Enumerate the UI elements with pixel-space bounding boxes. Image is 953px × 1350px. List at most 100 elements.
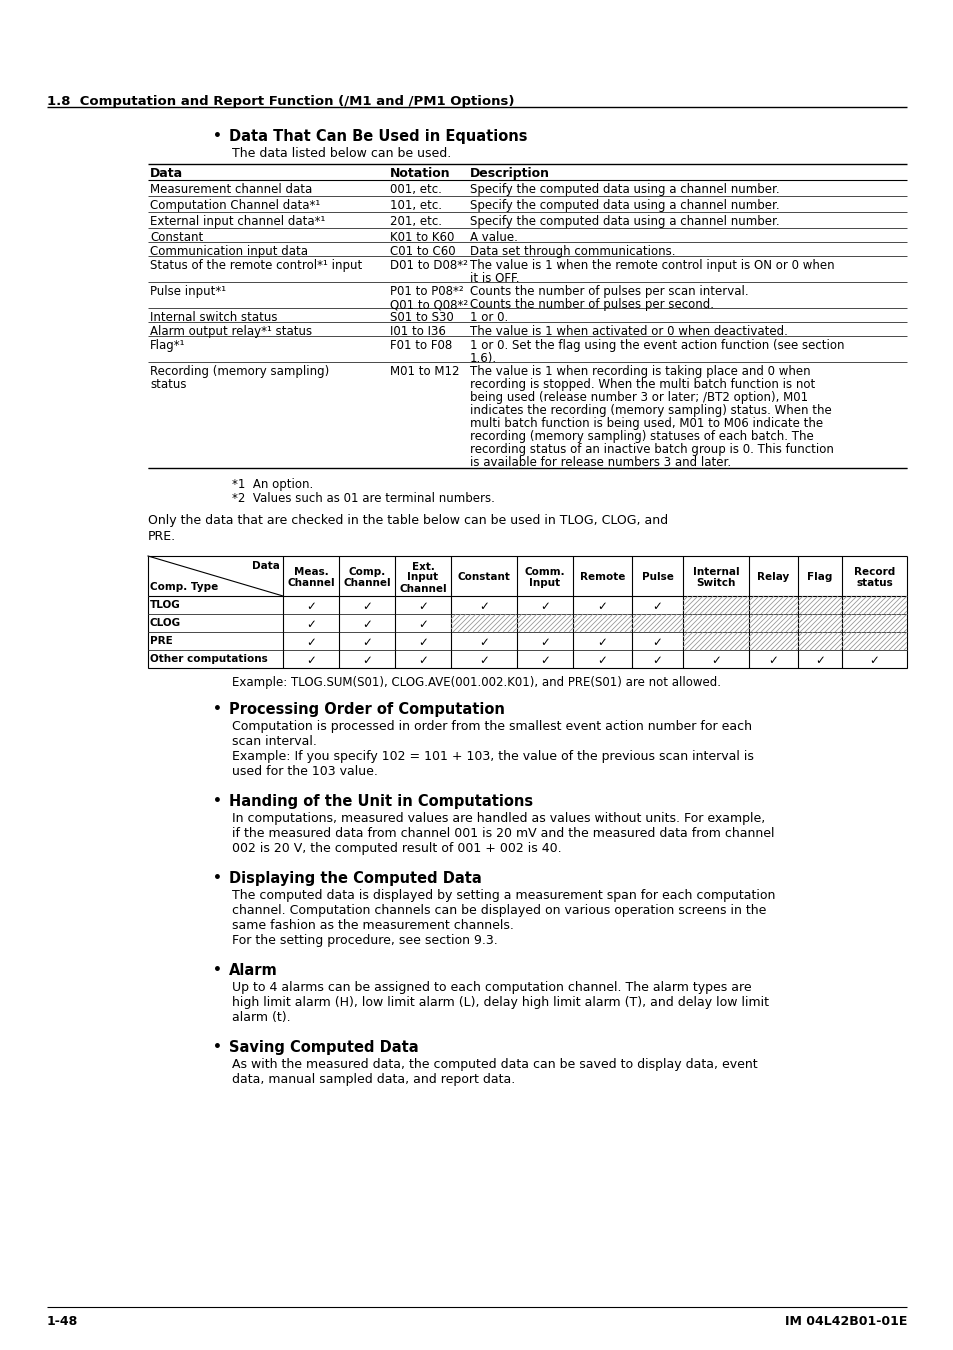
Text: Data set through communications.: Data set through communications. [470,244,675,258]
Text: is available for release numbers 3 and later.: is available for release numbers 3 and l… [470,456,730,468]
Text: Data: Data [150,167,183,180]
Text: ✓: ✓ [478,653,489,667]
Text: 1.6).: 1.6). [470,352,497,365]
Text: Data: Data [252,562,280,571]
Text: Recording (memory sampling): Recording (memory sampling) [150,364,329,378]
Text: ✓: ✓ [306,599,315,613]
Text: Data That Can Be Used in Equations: Data That Can Be Used in Equations [229,130,527,144]
Text: ✓: ✓ [417,599,428,613]
Text: ✓: ✓ [652,636,661,649]
Text: Comp.: Comp. [348,567,385,576]
Text: F01 to F08: F01 to F08 [390,339,452,352]
Text: ✓: ✓ [478,599,489,613]
Text: Constant: Constant [457,572,510,582]
Text: 001, etc.: 001, etc. [390,184,441,196]
Text: *1  An option.: *1 An option. [232,478,313,491]
Text: I01 to I36: I01 to I36 [390,325,445,338]
Text: ✓: ✓ [417,653,428,667]
Text: ✓: ✓ [539,653,549,667]
Text: Internal switch status: Internal switch status [150,310,277,324]
Text: scan interval.: scan interval. [232,734,316,748]
Text: Pulse input*¹: Pulse input*¹ [150,285,226,298]
Text: Switch: Switch [696,578,735,589]
Text: ✓: ✓ [539,636,549,649]
Text: channel. Computation channels can be displayed on various operation screens in t: channel. Computation channels can be dis… [232,904,765,917]
Text: Example: TLOG.SUM(S01), CLOG.AVE(001.002.K01), and PRE(S01) are not allowed.: Example: TLOG.SUM(S01), CLOG.AVE(001.002… [232,676,720,688]
Text: Specify the computed data using a channel number.: Specify the computed data using a channe… [470,215,779,228]
Text: S01 to S30: S01 to S30 [390,310,454,324]
Text: ✓: ✓ [362,618,372,630]
Text: Notation: Notation [390,167,450,180]
Text: Other computations: Other computations [150,653,268,664]
Text: ✓: ✓ [362,636,372,649]
Text: ✓: ✓ [306,618,315,630]
Text: ✓: ✓ [652,653,661,667]
Text: Only the data that are checked in the table below can be used in TLOG, CLOG, and: Only the data that are checked in the ta… [148,514,667,526]
Text: •: • [213,130,222,143]
Text: •: • [213,963,222,977]
Text: Remote: Remote [579,572,624,582]
Text: Computation is processed in order from the smallest event action number for each: Computation is processed in order from t… [232,720,751,733]
Text: Description: Description [470,167,550,180]
Text: recording is stopped. When the multi batch function is not: recording is stopped. When the multi bat… [470,378,815,392]
Text: Internal: Internal [692,567,739,576]
Text: 1.8  Computation and Report Function (/M1 and /PM1 Options): 1.8 Computation and Report Function (/M1… [47,95,514,108]
Text: recording (memory sampling) statuses of each batch. The: recording (memory sampling) statuses of … [470,431,813,443]
Text: Flag*¹: Flag*¹ [150,339,185,352]
Text: 002 is 20 V, the computed result of 001 + 002 is 40.: 002 is 20 V, the computed result of 001 … [232,842,561,855]
Text: Ext.: Ext. [411,562,434,571]
Text: For the setting procedure, see section 9.3.: For the setting procedure, see section 9… [232,934,497,946]
Text: 1 or 0.: 1 or 0. [470,310,508,324]
Text: same fashion as the measurement channels.: same fashion as the measurement channels… [232,919,514,931]
Text: Meas.: Meas. [294,567,328,576]
Text: indicates the recording (memory sampling) status. When the: indicates the recording (memory sampling… [470,404,831,417]
Text: •: • [213,794,222,809]
Text: The value is 1 when activated or 0 when deactivated.: The value is 1 when activated or 0 when … [470,325,787,338]
Text: Channel: Channel [287,578,335,589]
Text: ✓: ✓ [539,599,549,613]
Text: In computations, measured values are handled as values without units. For exampl: In computations, measured values are han… [232,811,764,825]
Text: Q01 to Q08*²: Q01 to Q08*² [390,298,468,311]
Text: ✓: ✓ [597,599,607,613]
Text: Status of the remote control*¹ input: Status of the remote control*¹ input [150,259,362,271]
Text: Alarm: Alarm [229,963,277,977]
Text: TLOG: TLOG [150,599,180,610]
Text: ✓: ✓ [306,636,315,649]
Text: 1 or 0. Set the flag using the event action function (see section: 1 or 0. Set the flag using the event act… [470,339,843,352]
Text: The data listed below can be used.: The data listed below can be used. [232,147,451,161]
Text: multi batch function is being used, M01 to M06 indicate the: multi batch function is being used, M01 … [470,417,822,431]
Text: Constant: Constant [150,231,203,244]
Text: Comp. Type: Comp. Type [150,582,218,593]
Text: Comm.: Comm. [524,567,565,576]
Text: •: • [213,871,222,886]
Text: External input channel data*¹: External input channel data*¹ [150,215,325,228]
Text: CLOG: CLOG [150,618,181,628]
Text: ✓: ✓ [768,653,778,667]
Text: As with the measured data, the computed data can be saved to display data, event: As with the measured data, the computed … [232,1058,757,1071]
Text: 101, etc.: 101, etc. [390,198,441,212]
Text: Up to 4 alarms can be assigned to each computation channel. The alarm types are: Up to 4 alarms can be assigned to each c… [232,981,751,994]
Text: ✓: ✓ [652,599,661,613]
Text: Measurement channel data: Measurement channel data [150,184,312,196]
Text: The computed data is displayed by setting a measurement span for each computatio: The computed data is displayed by settin… [232,890,775,902]
Text: being used (release number 3 or later; /BT2 option), M01: being used (release number 3 or later; /… [470,392,807,404]
Text: PRE: PRE [150,636,172,647]
Text: M01 to M12: M01 to M12 [390,364,459,378]
Text: Specify the computed data using a channel number.: Specify the computed data using a channe… [470,198,779,212]
Text: Channel: Channel [398,583,446,594]
Text: IM 04L42B01-01E: IM 04L42B01-01E [783,1315,906,1328]
Text: Record: Record [853,567,894,576]
Text: ✓: ✓ [868,653,879,667]
Text: ✓: ✓ [597,636,607,649]
Text: 1-48: 1-48 [47,1315,78,1328]
Text: status: status [150,378,186,392]
Text: used for the 103 value.: used for the 103 value. [232,765,377,778]
Text: alarm (t).: alarm (t). [232,1011,291,1025]
Text: ✓: ✓ [362,599,372,613]
Text: A value.: A value. [470,231,517,244]
Text: data, manual sampled data, and report data.: data, manual sampled data, and report da… [232,1073,515,1085]
Text: Input: Input [529,578,560,589]
Text: ✓: ✓ [306,653,315,667]
Text: ✓: ✓ [417,618,428,630]
Text: Specify the computed data using a channel number.: Specify the computed data using a channe… [470,184,779,196]
